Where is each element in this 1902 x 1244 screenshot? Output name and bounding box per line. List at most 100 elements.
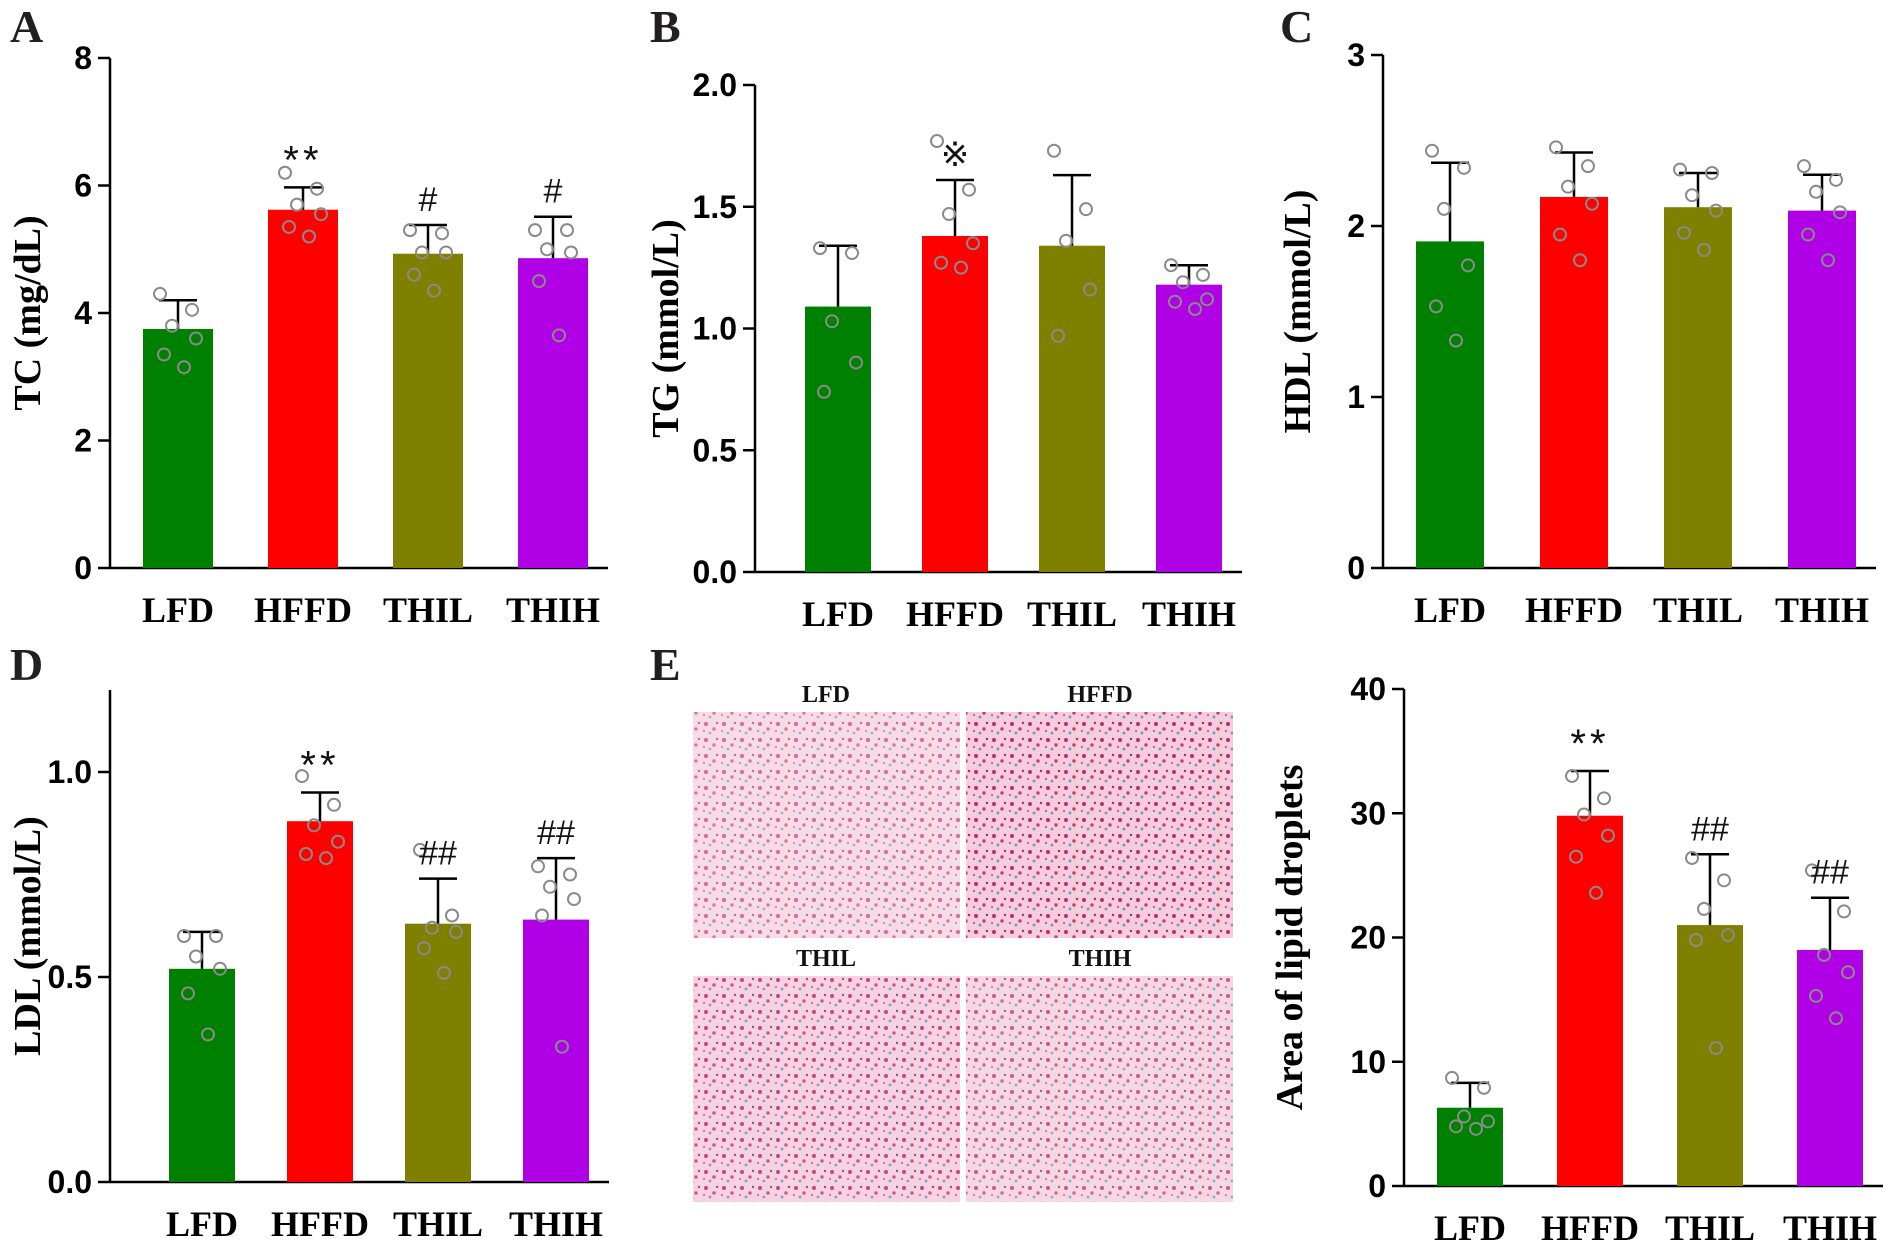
- data-point: [302, 229, 316, 244]
- data-point: [413, 842, 427, 857]
- data-point: [825, 314, 839, 329]
- y-axis-label: TG (mmol/L): [645, 219, 687, 437]
- y-tick-label: 10: [1350, 1044, 1386, 1080]
- data-point: [1709, 1041, 1723, 1056]
- x-category-label: THIH: [1775, 590, 1869, 630]
- x-category-label: LFD: [166, 1204, 238, 1244]
- data-point: [417, 941, 431, 956]
- data-point: [1673, 162, 1687, 177]
- data-point: [954, 260, 968, 275]
- data-point: [310, 181, 324, 196]
- data-point: [201, 1027, 215, 1042]
- micrograph-label-thil: THIL: [796, 946, 856, 972]
- data-point: [1047, 143, 1061, 158]
- y-axis-label: TC (mg/dL): [7, 215, 49, 410]
- data-point: [278, 165, 292, 180]
- data-point: [966, 236, 980, 251]
- data-point: [157, 347, 171, 362]
- data-point: [1481, 1114, 1495, 1129]
- data-point: [1457, 1109, 1471, 1124]
- x-category-label: HFFD: [1541, 1208, 1639, 1244]
- bar-thil: [1677, 925, 1743, 1186]
- data-point: [209, 929, 223, 943]
- significance-marker: ##: [1811, 854, 1849, 892]
- data-point: [185, 302, 199, 317]
- data-point: [445, 908, 459, 923]
- data-point: [1569, 849, 1583, 864]
- data-point: [1837, 904, 1851, 919]
- y-tick-label: 6: [74, 168, 92, 204]
- x-category-label: THIH: [509, 1204, 603, 1244]
- data-point: [437, 965, 451, 980]
- data-point: [1797, 159, 1811, 174]
- data-point: [532, 274, 546, 289]
- data-point: [307, 818, 321, 833]
- significance-marker: **: [1570, 722, 1609, 766]
- bar-hffd: [1557, 815, 1623, 1186]
- data-point: [567, 892, 581, 907]
- data-point: [1059, 233, 1073, 248]
- chart-d-ldl: 0.0 0.5 1.0 LDL (mmol/L) LFD ** HFFD ## THIL ## TH…: [7, 690, 609, 1244]
- bar-thil: [1039, 245, 1105, 572]
- data-point: [1469, 1121, 1483, 1136]
- panel-letter-d: D: [10, 639, 43, 690]
- bar-thih: [1156, 284, 1222, 572]
- data-point: [563, 867, 577, 882]
- data-point: [1697, 242, 1711, 257]
- y-axis-label: Area of lipid droplets: [1269, 765, 1311, 1111]
- y-tick-label: 1.0: [48, 754, 92, 790]
- y-tick-label: 1.5: [693, 189, 737, 225]
- data-point: [1425, 143, 1439, 158]
- data-point: [1176, 275, 1190, 290]
- data-point: [331, 834, 345, 849]
- data-point: [540, 242, 554, 257]
- data-point: [1429, 299, 1443, 314]
- significance-marker: ##: [1691, 810, 1729, 848]
- significance-marker: #: [419, 181, 438, 219]
- data-point: [1553, 227, 1567, 242]
- data-point: [1565, 768, 1579, 783]
- data-point: [1705, 165, 1719, 180]
- bar-thih: [518, 258, 588, 568]
- micrograph-label-lfd: LFD: [802, 682, 850, 708]
- data-point: [1817, 947, 1831, 962]
- micrograph-thil: [693, 976, 960, 1202]
- y-axis-label: LDL (mmol/L): [7, 816, 49, 1056]
- data-point: [1721, 928, 1735, 943]
- data-point: [1821, 253, 1835, 268]
- data-point: [1601, 828, 1615, 843]
- data-point: [1581, 159, 1595, 174]
- data-point: [290, 197, 304, 212]
- data-point: [813, 241, 827, 256]
- y-tick-label: 0.5: [48, 959, 92, 995]
- data-point: [1841, 965, 1855, 980]
- data-point: [407, 267, 421, 282]
- data-point: [1445, 1070, 1459, 1085]
- micrograph-hffd: [966, 712, 1233, 938]
- data-point: [189, 949, 203, 964]
- data-point: [1188, 302, 1202, 317]
- data-point: [564, 245, 578, 260]
- x-category-label: THIL: [383, 590, 473, 630]
- x-category-label: THIL: [1027, 594, 1117, 634]
- significance-marker: ※: [941, 136, 970, 174]
- chart-b-tg: 0.0 0.5 1.0 1.5 2.0 TG (mmol/L) LFD ※ HFFD THIL TH…: [645, 67, 1242, 634]
- x-category-label: LFD: [142, 590, 214, 630]
- data-point: [314, 207, 328, 222]
- y-tick-label: 40: [1350, 671, 1386, 707]
- y-tick-label: 0.0: [48, 1164, 92, 1200]
- y-tick-label: 8: [74, 40, 92, 76]
- data-point: [427, 283, 441, 298]
- data-point: [403, 223, 417, 238]
- data-point: [1801, 227, 1815, 242]
- x-category-label: THIH: [1142, 594, 1236, 634]
- data-point: [165, 318, 179, 333]
- chart-e-lipid-area: 0 10 20 30 40 Area of lipid droplets LFD ** HFFD…: [1269, 671, 1883, 1244]
- significance-marker: #: [544, 173, 563, 211]
- data-point: [849, 355, 863, 370]
- data-point: [1597, 791, 1611, 806]
- data-point: [942, 207, 956, 222]
- data-point: [295, 769, 309, 784]
- data-point: [1685, 850, 1699, 865]
